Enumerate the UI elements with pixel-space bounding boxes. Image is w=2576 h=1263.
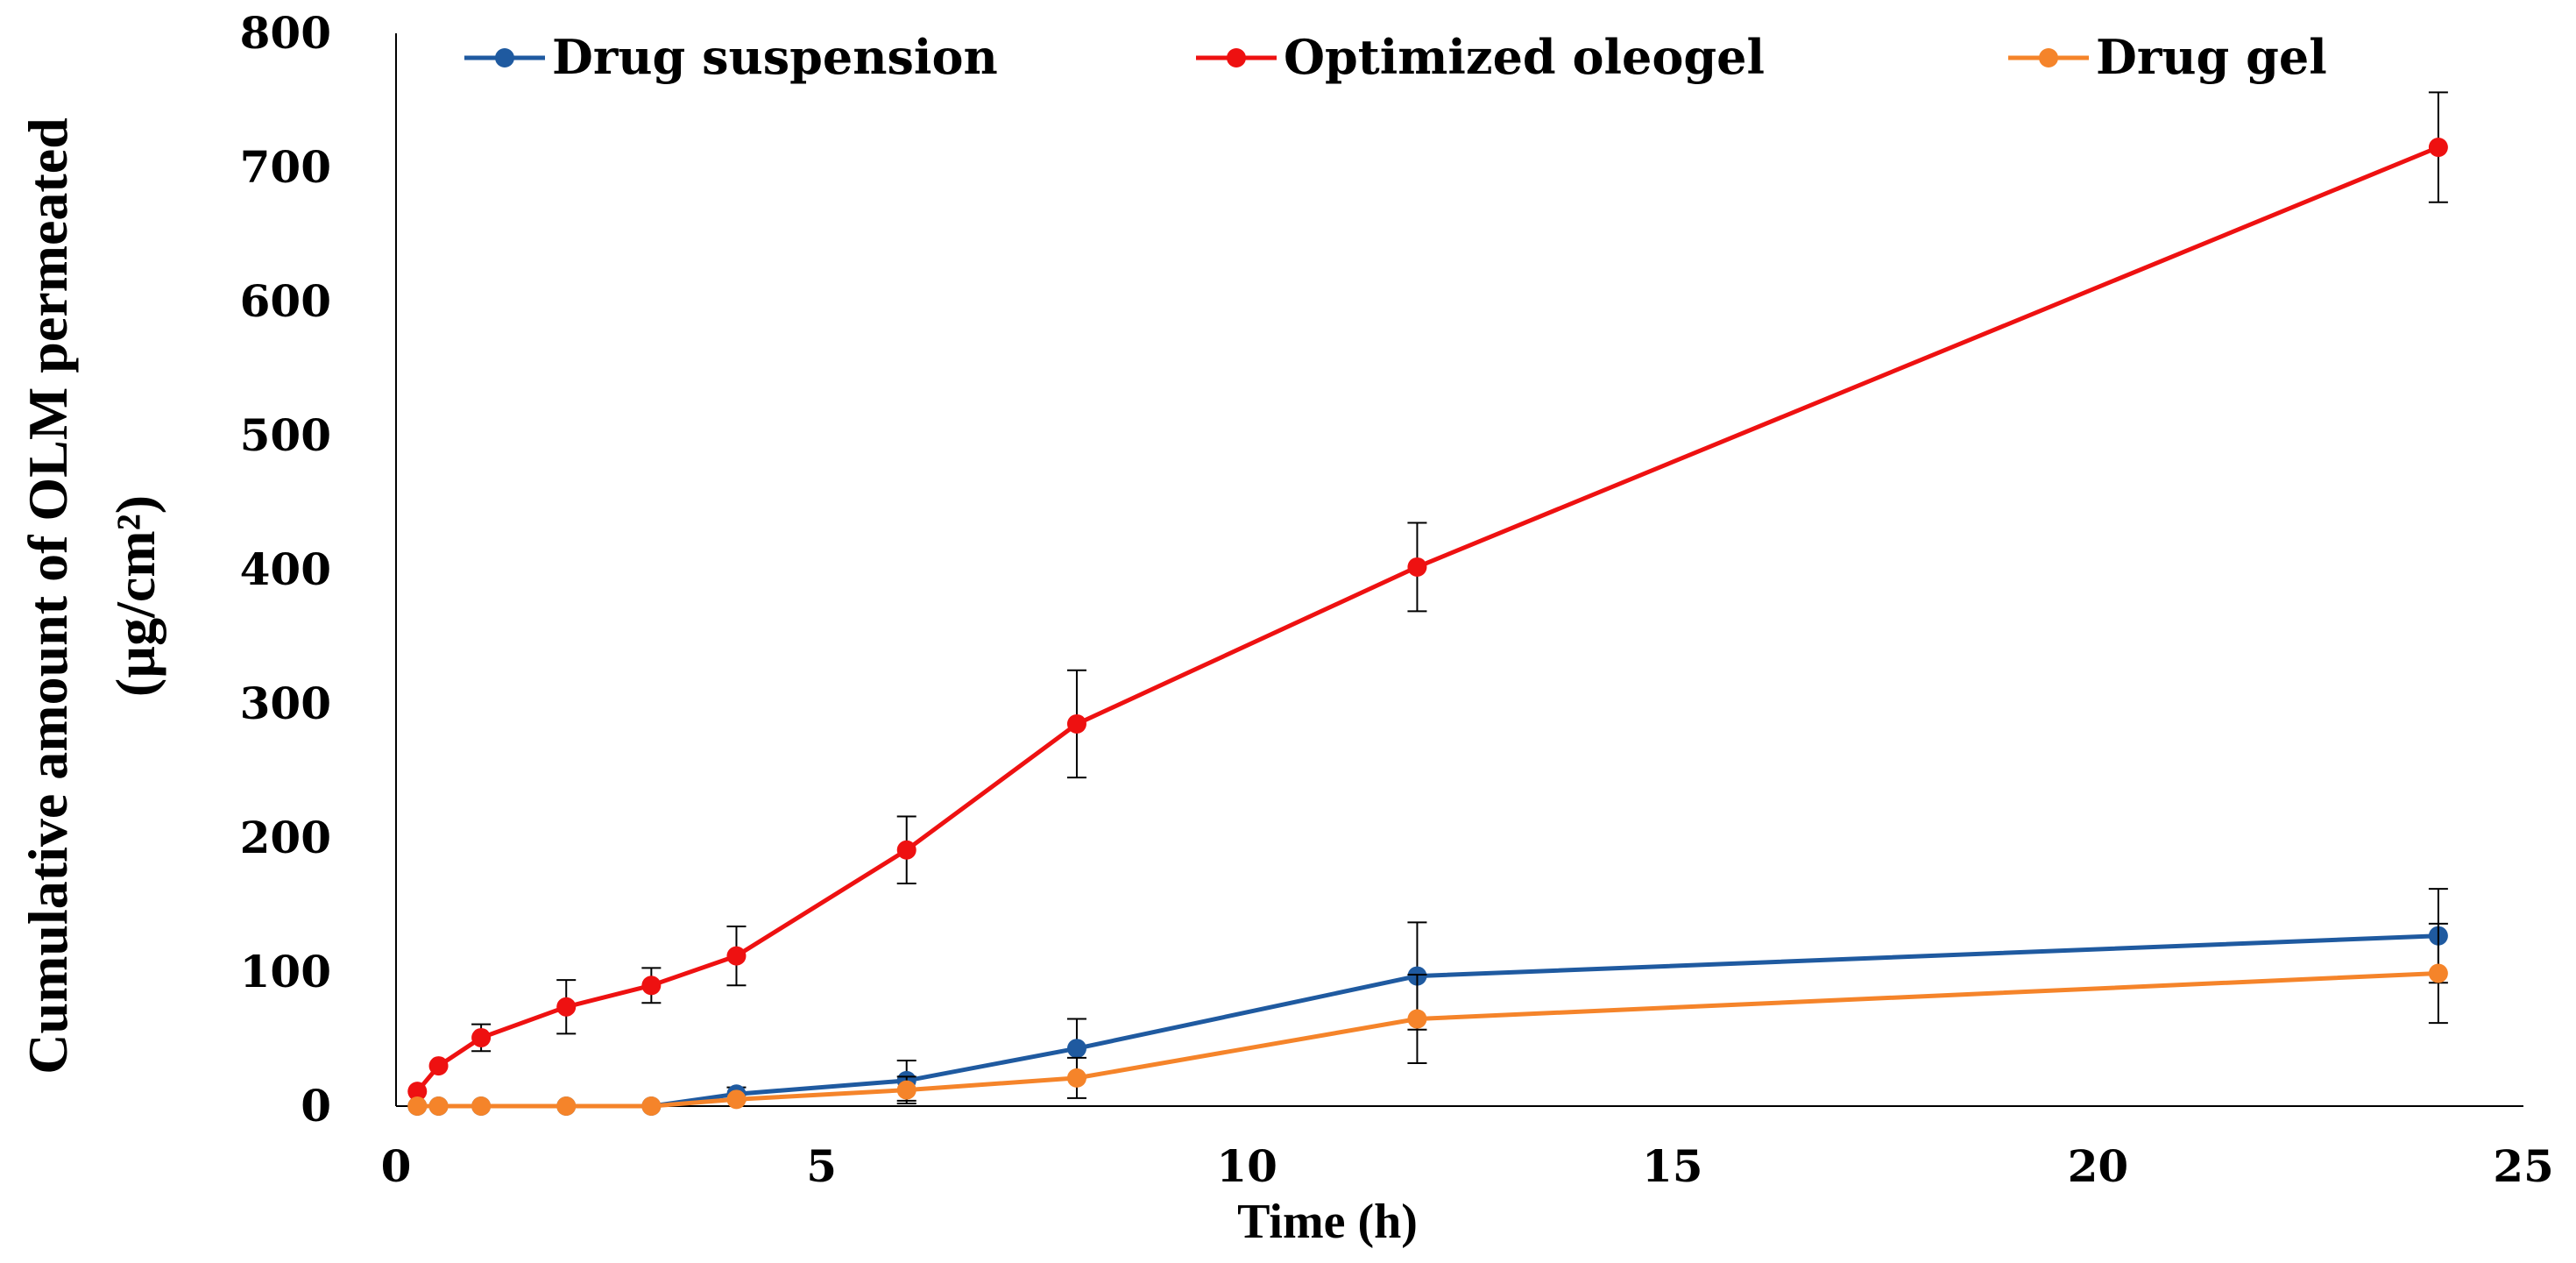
- data-point: [1407, 557, 1427, 577]
- legend-label: Optimized oleogel: [1284, 29, 1765, 85]
- data-point: [556, 1096, 577, 1116]
- legend-swatch-marker: [1227, 48, 1246, 67]
- y-tick-label: 700: [240, 141, 331, 193]
- y-axis-title-line-1: Cumulative amount of OLM permeated: [17, 117, 79, 1074]
- data-point: [896, 840, 916, 860]
- data-point: [471, 1027, 492, 1047]
- data-point: [407, 1096, 428, 1116]
- series-drug-suspension: [407, 888, 2448, 1116]
- series-optimized-oleogel: [407, 91, 2448, 1102]
- y-tick-label: 100: [240, 946, 331, 997]
- y-tick-label: 300: [240, 678, 331, 729]
- legend-swatch-marker: [495, 48, 514, 67]
- data-point: [471, 1096, 492, 1116]
- legend-label: Drug suspension: [552, 29, 998, 85]
- data-point: [1066, 1039, 1086, 1059]
- data-point: [407, 1082, 428, 1102]
- y-tick-label: 200: [240, 812, 331, 863]
- y-tick-label: 800: [240, 7, 331, 59]
- data-point: [641, 976, 662, 996]
- data-point: [726, 1089, 747, 1110]
- data-point: [896, 1080, 916, 1100]
- data-point: [428, 1096, 449, 1116]
- data-point: [2428, 138, 2448, 158]
- legend-item: Optimized oleogel: [1196, 29, 1765, 85]
- x-tick-label: 0: [381, 1140, 412, 1192]
- data-point: [641, 1096, 662, 1116]
- series-drug-gel: [407, 922, 2448, 1116]
- y-tick-label: 0: [301, 1080, 331, 1132]
- x-tick-label: 15: [1642, 1140, 1703, 1192]
- x-tick-label: 25: [2493, 1140, 2554, 1192]
- axes: [395, 33, 2523, 1107]
- legend-label: Drug gel: [2096, 29, 2327, 85]
- y-axis-title-line-2: (µg/cm²): [104, 495, 166, 697]
- legend: Drug suspension Optimized oleogel Drug gel: [464, 29, 2327, 85]
- x-tick-label: 5: [806, 1140, 837, 1192]
- y-tick-label: 500: [240, 409, 331, 461]
- axis-ticks: 0 100 200 300 400 500 600 700 800 0 5 10 15 20 25: [240, 7, 2554, 1192]
- data-point: [2428, 963, 2448, 983]
- legend-item: Drug suspension: [464, 29, 998, 85]
- y-axis-title: Cumulative amount of OLM permeated (µg/c…: [17, 117, 166, 1074]
- x-tick-label: 10: [1216, 1140, 1277, 1192]
- series-line: [415, 145, 2439, 1093]
- data-point: [1407, 1009, 1427, 1029]
- legend-item: Drug gel: [2008, 29, 2327, 85]
- series-layer: [407, 91, 2448, 1116]
- data-point: [1066, 713, 1086, 734]
- y-tick-label: 400: [240, 543, 331, 595]
- data-point: [1066, 1068, 1086, 1088]
- data-point: [428, 1056, 449, 1076]
- y-tick-label: 600: [240, 275, 331, 327]
- data-point: [726, 946, 747, 966]
- x-tick-label: 20: [2068, 1140, 2129, 1192]
- legend-swatch-marker: [2039, 48, 2058, 67]
- x-axis-title: Time (h): [1237, 1195, 1418, 1249]
- series-line: [417, 971, 2439, 1109]
- data-point: [556, 997, 577, 1017]
